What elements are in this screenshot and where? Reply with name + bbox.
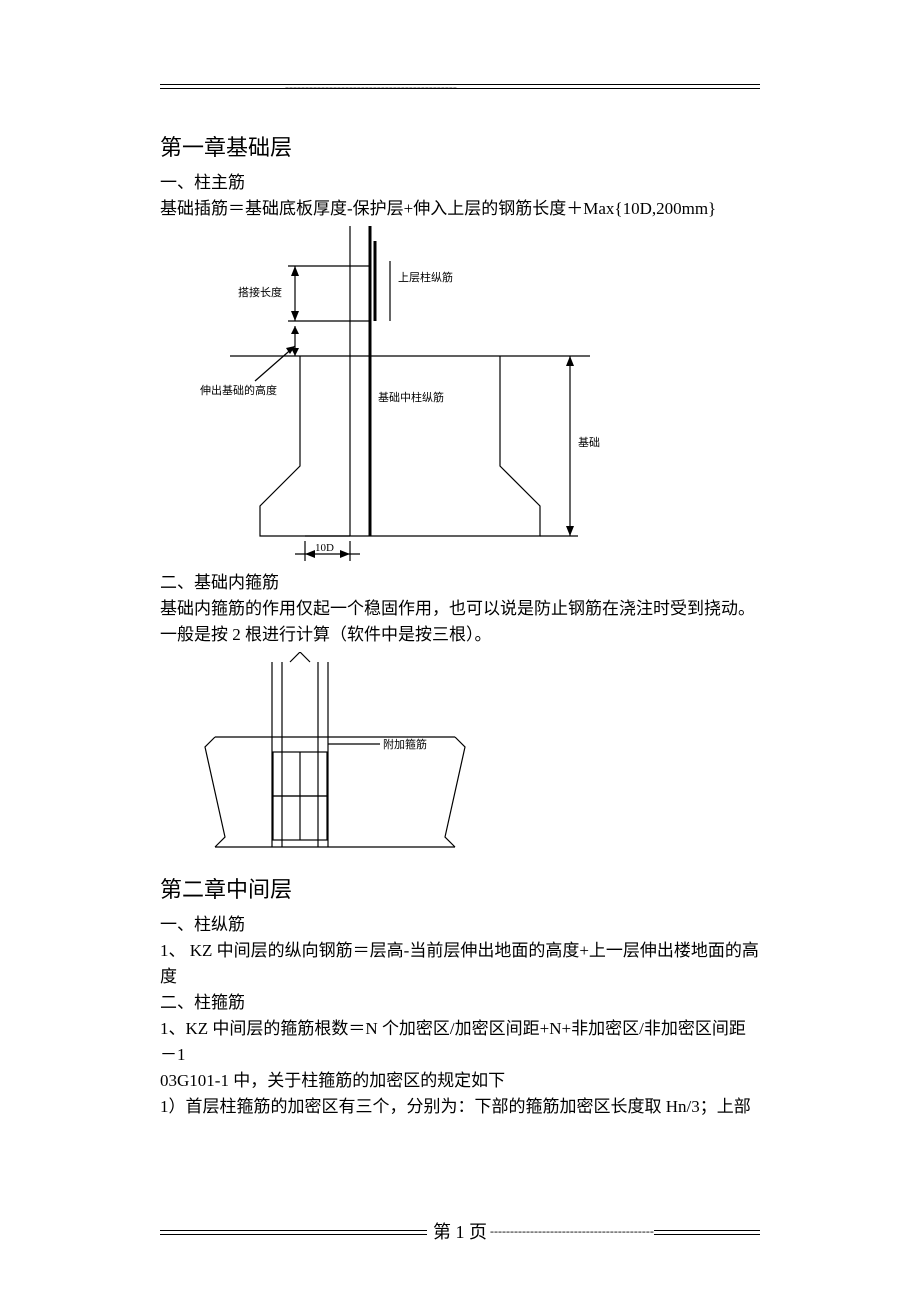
- page-number: 第 1 页: [427, 1218, 493, 1244]
- diagram-foundation: 上层柱纵筋 搭接长度 伸出基础的高度 基础中柱纵筋 基础高 10D: [200, 226, 600, 566]
- ch2-s1-p1: 1、 KZ 中间层的纵向钢筋＝层高-当前层伸出地面的高度+上一层伸出楼地面的高度: [160, 938, 760, 990]
- ch1-s1-formula: 基础插筋＝基础底板厚度-保护层+伸入上层的钢筋长度＋Max{10D,200mm}: [160, 196, 760, 222]
- ch2-s2-p3: 1）首层柱箍筋的加密区有三个，分别为：下部的箍筋加密区长度取 Hn/3；上部: [160, 1094, 760, 1120]
- ch2-s2-p1: 1、KZ 中间层的箍筋根数＝N 个加密区/加密区间距+N+非加密区/非加密区间距…: [160, 1016, 760, 1068]
- lbl-top-bar: 上层柱纵筋: [398, 270, 453, 284]
- lbl-height: 基础高: [578, 435, 600, 449]
- footer: 第 1 页 ----------------------------------…: [160, 1218, 760, 1242]
- lbl-splice: 搭接长度: [238, 285, 282, 299]
- chapter1-title: 第一章基础层: [160, 130, 760, 162]
- ch2-s2-head: 二、柱箍筋: [160, 990, 760, 1016]
- page: ----------------------------------------…: [0, 0, 920, 1302]
- lbl-10d: 10D: [315, 542, 334, 554]
- ch1-s2-head: 二、基础内箍筋: [160, 570, 760, 596]
- ch2-s2-p2: 03G101-1 中，关于柱箍筋的加密区的规定如下: [160, 1068, 760, 1094]
- lbl-protrude: 伸出基础的高度: [200, 383, 277, 397]
- footer-dashes: ----------------------------------------…: [490, 1224, 654, 1239]
- ch1-s1-head: 一、柱主筋: [160, 170, 760, 196]
- header-rule: ----------------------------------------…: [160, 80, 760, 92]
- lbl-mid-bar: 基础中柱纵筋: [378, 390, 444, 404]
- ch1-s2-p1: 基础内箍筋的作用仅起一个稳固作用，也可以说是防止钢筋在浇注时受到挠动。一般是按 …: [160, 596, 760, 648]
- header-dashes: ----------------------------------------…: [285, 80, 457, 95]
- ch2-s1-head: 一、柱纵筋: [160, 912, 760, 938]
- content: 第一章基础层 一、柱主筋 基础插筋＝基础底板厚度-保护层+伸入上层的钢筋长度＋M…: [160, 120, 760, 1120]
- chapter2-title: 第二章中间层: [160, 872, 760, 904]
- lbl-extra-stirrup: 附加箍筋: [383, 737, 427, 751]
- diagram-stirrup: 附加箍筋: [200, 652, 480, 862]
